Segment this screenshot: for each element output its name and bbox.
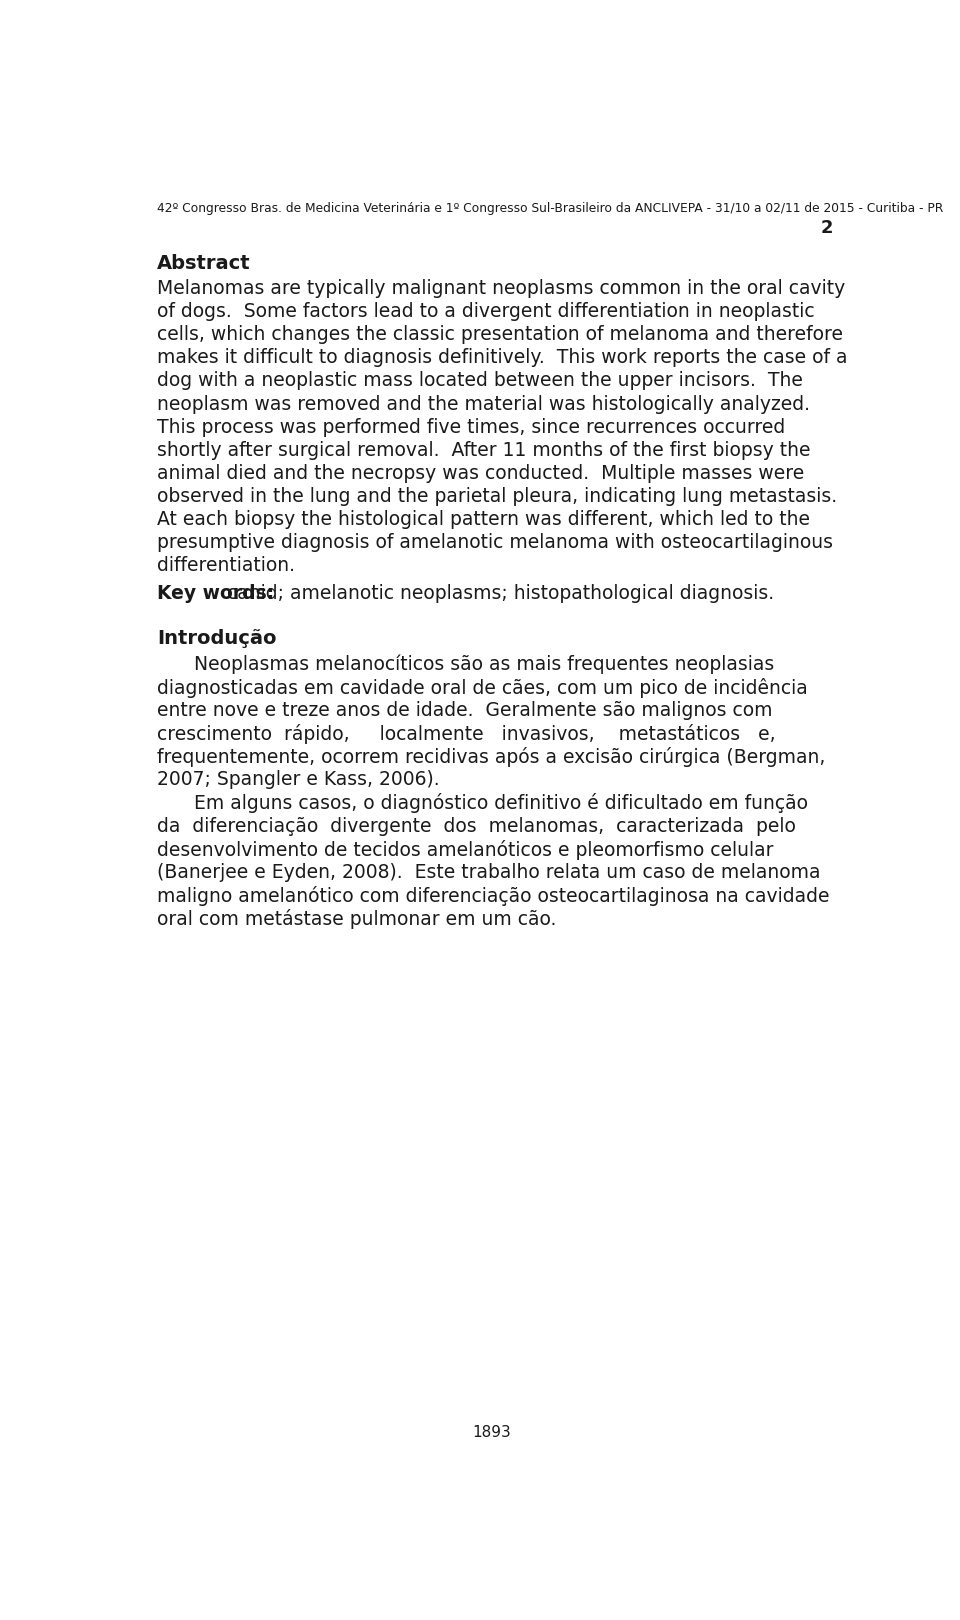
Text: animal died and the necropsy was conducted.  Multiple masses were: animal died and the necropsy was conduct…	[157, 463, 804, 483]
Text: desenvolvimento de tecidos amelanóticos e pleomorfismo celular: desenvolvimento de tecidos amelanóticos …	[157, 839, 774, 860]
Text: observed in the lung and the parietal pleura, indicating lung metastasis.: observed in the lung and the parietal pl…	[157, 488, 837, 505]
Text: shortly after surgical removal.  After 11 months of the first biopsy the: shortly after surgical removal. After 11…	[157, 441, 810, 460]
Text: diagnosticadas em cavidade oral de cães, com um pico de incidência: diagnosticadas em cavidade oral de cães,…	[157, 677, 808, 698]
Text: entre nove e treze anos de idade.  Geralmente são malignos com: entre nove e treze anos de idade. Geralm…	[157, 701, 773, 719]
Text: differentiation.: differentiation.	[157, 556, 296, 575]
Text: da  diferenciação  divergente  dos  melanomas,  caracterizada  pelo: da diferenciação divergente dos melanoma…	[157, 816, 796, 836]
Text: makes it difficult to diagnosis definitively.  This work reports the case of a: makes it difficult to diagnosis definiti…	[157, 348, 848, 368]
Text: of dogs.  Some factors lead to a divergent differentiation in neoplastic: of dogs. Some factors lead to a divergen…	[157, 303, 815, 321]
Text: 1893: 1893	[472, 1426, 512, 1440]
Text: Key words:: Key words:	[157, 585, 275, 603]
Text: 2007; Spangler e Kass, 2006).: 2007; Spangler e Kass, 2006).	[157, 771, 440, 789]
Text: This process was performed five times, since recurrences occurred: This process was performed five times, s…	[157, 418, 785, 437]
Text: Introdução: Introdução	[157, 629, 276, 648]
Text: neoplasm was removed and the material was histologically analyzed.: neoplasm was removed and the material wa…	[157, 395, 810, 413]
Text: At each biopsy the histological pattern was different, which led to the: At each biopsy the histological pattern …	[157, 510, 810, 530]
Text: Melanomas are typically malignant neoplasms common in the oral cavity: Melanomas are typically malignant neopla…	[157, 279, 846, 298]
Text: cells, which changes the classic presentation of melanoma and therefore: cells, which changes the classic present…	[157, 326, 843, 345]
Text: dog with a neoplastic mass located between the upper incisors.  The: dog with a neoplastic mass located betwe…	[157, 371, 804, 390]
Text: maligno amelanótico com diferenciação osteocartilaginosa na cavidade: maligno amelanótico com diferenciação os…	[157, 886, 829, 906]
Text: 42º Congresso Bras. de Medicina Veterinária e 1º Congresso Sul-Brasileiro da ANC: 42º Congresso Bras. de Medicina Veteriná…	[157, 202, 944, 215]
Text: canid; amelanotic neoplasms; histopathological diagnosis.: canid; amelanotic neoplasms; histopathol…	[221, 585, 774, 603]
Text: 2: 2	[821, 219, 833, 237]
Text: crescimento  rápido,     localmente   invasivos,    metastáticos   e,: crescimento rápido, localmente invasivos…	[157, 724, 776, 744]
Text: oral com metástase pulmonar em um cão.: oral com metástase pulmonar em um cão.	[157, 909, 557, 928]
Text: Abstract: Abstract	[157, 254, 251, 274]
Text: presumptive diagnosis of amelanotic melanoma with osteocartilaginous: presumptive diagnosis of amelanotic mela…	[157, 533, 833, 552]
Text: Em alguns casos, o diagnóstico definitivo é dificultado em função: Em alguns casos, o diagnóstico definitiv…	[194, 794, 808, 813]
Text: Neoplasmas melanocíticos são as mais frequentes neoplasias: Neoplasmas melanocíticos são as mais fre…	[194, 654, 775, 674]
Text: frequentemente, ocorrem recidivas após a excisão cirúrgica (Bergman,: frequentemente, ocorrem recidivas após a…	[157, 747, 826, 768]
Text: (Banerjee e Eyden, 2008).  Este trabalho relata um caso de melanoma: (Banerjee e Eyden, 2008). Este trabalho …	[157, 863, 821, 881]
